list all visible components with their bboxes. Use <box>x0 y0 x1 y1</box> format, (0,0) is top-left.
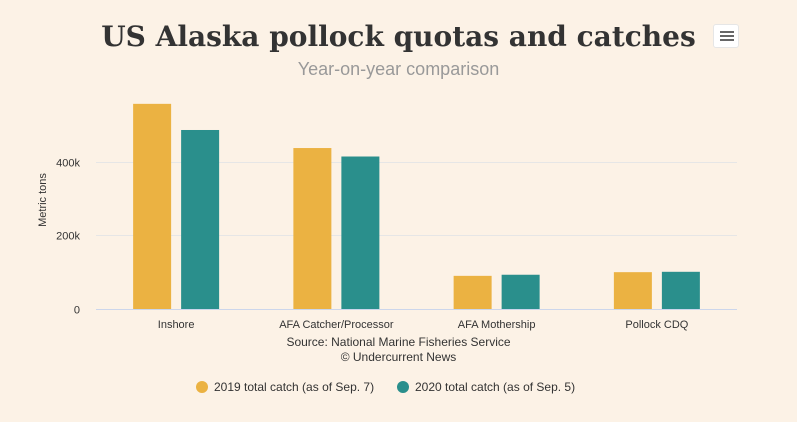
credits-copyright: © Undercurrent News <box>340 350 457 364</box>
bar-2020-afa-catcher-processor[interactable] <box>341 156 380 309</box>
y-axis-title: Metric tons <box>37 173 49 227</box>
bar-2020-pollock-cdq[interactable] <box>661 271 700 309</box>
bar-2020-afa-mothership[interactable] <box>501 274 540 309</box>
chart-title: US Alaska pollock quotas and catches <box>101 20 696 53</box>
legend-label-2019: 2019 total catch (as of Sep. 7) <box>214 380 375 394</box>
legend-label-2020: 2020 total catch (as of Sep. 5) <box>415 380 576 394</box>
legend-item-2019[interactable]: 2019 total catch (as of Sep. 7) <box>196 380 374 394</box>
credits-source: Source: National Marine Fisheries Servic… <box>286 335 511 349</box>
bar-2020-inshore[interactable] <box>181 129 220 309</box>
x-tick-label: Inshore <box>158 319 195 331</box>
x-tick-label: Pollock CDQ <box>625 319 688 331</box>
x-tick-label: AFA Mothership <box>458 319 536 331</box>
bar-2019-afa-catcher-processor[interactable] <box>293 148 332 309</box>
bar-2019-afa-mothership[interactable] <box>453 275 492 309</box>
bar-2019-pollock-cdq[interactable] <box>613 272 652 309</box>
x-tick-label: AFA Catcher/Processor <box>279 319 394 331</box>
chart-menu-button[interactable] <box>713 24 739 48</box>
legend-swatch-2020 <box>397 381 409 393</box>
y-tick-label: 0 <box>74 305 80 317</box>
chart-subtitle: Year-on-year comparison <box>297 59 500 79</box>
axes: 0 200k 400k Inshore AFA Catcher/Processor AFA… <box>56 158 737 331</box>
bars <box>133 103 700 309</box>
legend-item-2020[interactable]: 2020 total catch (as of Sep. 5) <box>397 380 575 394</box>
legend-swatch-2019 <box>196 381 208 393</box>
y-tick-label: 400k <box>56 158 80 170</box>
bar-2019-inshore[interactable] <box>133 103 172 309</box>
y-tick-label: 200k <box>56 231 80 243</box>
